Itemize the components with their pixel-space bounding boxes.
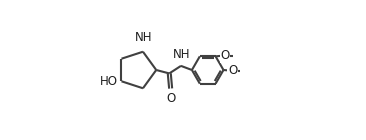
Text: NH: NH [135,31,152,44]
Text: HO: HO [100,75,118,88]
Text: NH: NH [172,48,190,61]
Text: O: O [166,92,175,105]
Text: N: N [172,50,180,63]
Text: O: O [228,64,237,77]
Text: O: O [220,49,229,62]
Text: H: H [177,52,185,62]
